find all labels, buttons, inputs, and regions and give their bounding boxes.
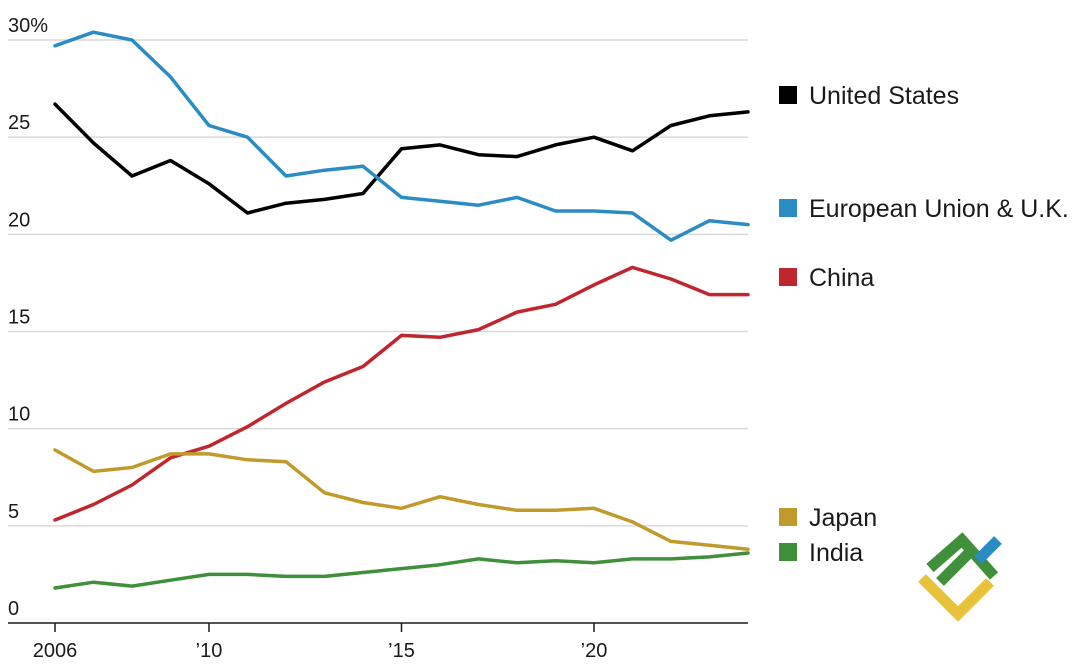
y-tick-label: 25: [8, 112, 30, 134]
x-tick-label: 2006: [33, 640, 78, 662]
x-tick-label: ’20: [581, 640, 608, 662]
series-lines: [53, 30, 750, 590]
logo-yellow-chevron: [918, 574, 994, 622]
series-line-india: [53, 551, 750, 590]
x-tick-label: ’15: [388, 640, 415, 662]
legend-swatch-china: [779, 268, 797, 286]
legend: United States European Union & U.K. China J…: [779, 82, 1069, 567]
legend-swatch-european-union-u-k: [779, 199, 797, 217]
x-axis: 2006 ’10 ’15 ’20: [8, 622, 748, 662]
legend-label-united-states: United States: [809, 82, 959, 110]
logo-green-diagonal: [936, 550, 972, 586]
series-line-united-states: [53, 102, 750, 215]
brand-logo: [918, 532, 1002, 622]
series-line-china: [53, 265, 750, 522]
legend-swatch-japan: [779, 508, 797, 526]
logo-green-chevron: [926, 532, 999, 580]
logo-blue-stroke: [974, 536, 1002, 564]
series-line-japan: [53, 448, 750, 551]
y-tick-label: 30%: [8, 15, 48, 37]
y-tick-label: 20: [8, 209, 30, 231]
legend-label-european-union-u-k: European Union & U.K.: [809, 195, 1069, 223]
y-tick-label: 5: [8, 501, 19, 523]
y-tick-label: 15: [8, 307, 30, 329]
y-tick-label: 10: [8, 404, 30, 426]
gridlines: [8, 39, 748, 527]
legend-label-india: India: [809, 539, 863, 567]
legend-label-japan: Japan: [809, 504, 877, 532]
x-tick-label: ’10: [196, 640, 223, 662]
y-tick-label: 0: [8, 598, 19, 620]
legend-swatch-united-states: [779, 86, 797, 104]
legend-swatch-india: [779, 543, 797, 561]
legend-label-china: China: [809, 264, 874, 292]
series-line-european-union-u-k: [53, 30, 750, 242]
y-axis-tick-labels: 30% 25 20 15 10 5 0: [8, 15, 48, 620]
